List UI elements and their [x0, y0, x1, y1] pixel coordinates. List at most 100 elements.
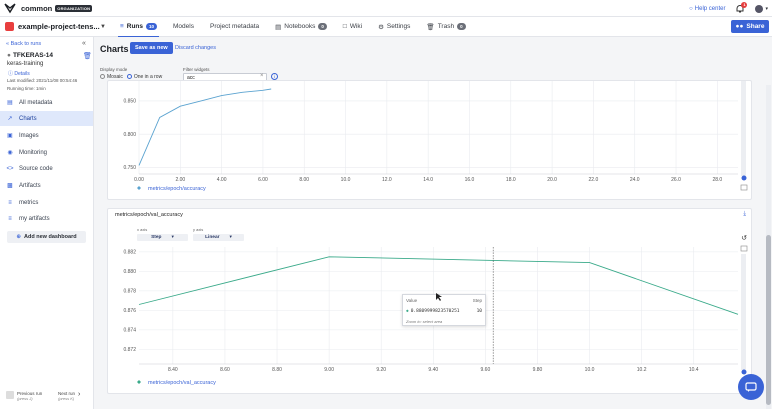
- sidebar-item-label: Charts: [19, 115, 37, 122]
- sidebar-item-label: metrics: [19, 199, 39, 206]
- collapse-sidebar-icon[interactable]: «: [82, 40, 86, 47]
- x-tick-label: 20.0: [547, 177, 557, 183]
- discard-changes-button[interactable]: Discard changes: [175, 45, 216, 51]
- tab-wiki[interactable]: □ Wiki: [335, 17, 370, 37]
- logo-icon[interactable]: [4, 2, 16, 14]
- tab-notebooks[interactable]: ▤ Notebooks 0: [267, 17, 335, 37]
- details-link[interactable]: ⓘ Details: [8, 70, 30, 77]
- chat-button[interactable]: [738, 374, 764, 400]
- y-axis-select[interactable]: Linear ▾: [193, 234, 244, 241]
- y-tick-label: 0.850: [123, 99, 136, 105]
- project-name[interactable]: example-project-tens...: [18, 22, 100, 31]
- scrollbar-thumb[interactable]: [766, 235, 771, 405]
- download-icon[interactable]: ⤓: [743, 211, 746, 217]
- val-accuracy-chart[interactable]: 0.872 0.874 0.876 0.878 0.880 0.882 8.40 8.60 8.…: [108, 209, 753, 395]
- sidebar-item-all-metadata[interactable]: ▤ All metadata: [0, 95, 93, 110]
- sidebar-item-charts[interactable]: ↗ Charts: [0, 111, 93, 126]
- chevron-down-icon[interactable]: ▼: [100, 23, 106, 30]
- y-tick-label: 0.880: [123, 269, 136, 275]
- run-id: ● TFKERAS-14: [7, 52, 53, 59]
- x-tick-label: 9.60: [481, 367, 491, 373]
- chevron-down-icon: ▾: [229, 235, 232, 240]
- x-tick-label: 2.00: [175, 177, 185, 183]
- resize-icon: [740, 245, 748, 252]
- tab-wiki-label: Wiki: [349, 23, 363, 30]
- share-button[interactable]: ●● Share: [731, 20, 769, 33]
- zoom-handle-icon: [741, 175, 747, 181]
- help-center-label: Help center: [694, 5, 726, 12]
- info-icon[interactable]: i: [271, 73, 278, 80]
- sidebar: « Back to runs « ● TFKERAS-14 🗑 keras-tr…: [0, 37, 94, 409]
- tab-models-label: Models: [173, 23, 194, 30]
- location-icon: ○: [689, 5, 693, 12]
- run-name: keras-training: [7, 61, 44, 67]
- x-tick-label: 28.0: [712, 177, 722, 183]
- details-label: Details: [14, 71, 30, 77]
- runs-count-badge: 10: [146, 23, 158, 30]
- sidebar-item-images[interactable]: ▣ Images: [0, 128, 93, 143]
- plus-circle-icon: ⊕: [16, 234, 22, 240]
- x-tick-label: 10.4: [689, 367, 699, 373]
- trash-icon: 🗑: [426, 23, 435, 31]
- sidebar-item-metrics[interactable]: ≡ metrics: [0, 195, 93, 210]
- page-title: Charts: [100, 44, 129, 54]
- mode-one-in-row-option[interactable]: One in a row: [126, 74, 162, 80]
- tab-models[interactable]: Models: [165, 17, 202, 37]
- sidebar-item-artifacts[interactable]: ▩ Artifacts: [0, 178, 93, 193]
- clear-filter-icon[interactable]: ×: [260, 73, 264, 79]
- sidebar-item-label: Source code: [19, 165, 53, 172]
- x-tick-label: 24.0: [630, 177, 640, 183]
- notifications-button[interactable]: 1: [735, 1, 748, 14]
- mode-mosaic-option[interactable]: Mosaic: [100, 74, 123, 80]
- org-name[interactable]: common: [21, 3, 53, 13]
- previous-run-hint: (press J): [17, 396, 33, 401]
- reset-zoom-icon: ↺: [741, 235, 747, 242]
- series-line: [138, 256, 739, 315]
- x-tick-label: 9.20: [376, 367, 386, 373]
- y-tick-label: 0.878: [123, 289, 136, 295]
- add-new-dashboard-button[interactable]: ⊕ Add new dashboard: [7, 231, 86, 243]
- last-modified: Last modified: 2021/11/08 00:54:46: [7, 78, 78, 83]
- project-icon: [5, 22, 14, 31]
- x-axis-label: x axis: [137, 227, 148, 232]
- back-to-runs-link[interactable]: « Back to runs: [6, 41, 42, 47]
- sidebar-item-label: All metadata: [19, 99, 53, 106]
- tab-settings[interactable]: ⚙ Settings: [370, 17, 418, 37]
- sidebar-item-monitoring[interactable]: ◉ Monitoring: [0, 145, 93, 160]
- help-center-link[interactable]: ○ Help center: [689, 6, 725, 12]
- x-tick-label: 8.40: [168, 367, 178, 373]
- legend-marker: [137, 380, 141, 384]
- previous-run-button[interactable]: Previous run (press J): [6, 391, 42, 401]
- y-tick-label: 0.750: [123, 165, 136, 171]
- sidebar-item-my-artifacts[interactable]: ≡ my artifacts: [0, 211, 93, 226]
- notebooks-count-badge: 0: [318, 23, 327, 30]
- chart-panel-accuracy: 0.750 0.800 0.850 0.00 2.00 4.00 6.00 8.00 10.0 1…: [107, 80, 752, 200]
- tab-project-metadata[interactable]: Project metadata: [202, 17, 267, 37]
- trash-run-icon[interactable]: 🗑: [83, 53, 92, 60]
- y-tick-label: 0.800: [123, 132, 136, 138]
- trash-count-badge: 0: [457, 23, 466, 30]
- legend-label: metrics/epoch/val_accuracy: [148, 380, 216, 386]
- x-axis-value: Step: [151, 235, 162, 240]
- x-axis-select[interactable]: Step ▾: [137, 234, 188, 241]
- tab-trash[interactable]: 🗑 Trash 0: [418, 17, 473, 37]
- run-navigation: Previous run (press J) Next run (press K…: [0, 387, 93, 409]
- save-as-new-button[interactable]: Save as new: [130, 42, 173, 54]
- share-label: Share: [746, 23, 765, 30]
- sidebar-item-label: my artifacts: [19, 215, 50, 222]
- notebook-icon: ▤: [275, 23, 282, 31]
- list-icon: ≡: [8, 215, 12, 222]
- tab-runs[interactable]: ≡ Runs 10: [112, 17, 165, 38]
- x-tick-label: 10.0: [585, 367, 595, 373]
- mode-mosaic-label: Mosaic: [107, 74, 123, 80]
- sidebar-item-source-code[interactable]: <> Source code: [0, 161, 93, 176]
- user-menu[interactable]: ▾: [755, 4, 768, 13]
- y-axis-label: y axis: [193, 227, 204, 232]
- x-tick-label: 16.0: [465, 177, 475, 183]
- accuracy-chart[interactable]: 0.750 0.800 0.850 0.00 2.00 4.00 6.00 8.00 10.0 1…: [108, 81, 753, 201]
- x-tick-label: 6.00: [258, 177, 268, 183]
- tab-trash-label: Trash: [437, 23, 455, 30]
- next-run-button[interactable]: Next run (press K) ›: [58, 391, 80, 401]
- page-scrollbar[interactable]: [766, 85, 771, 409]
- y-tick-label: 0.876: [123, 308, 136, 314]
